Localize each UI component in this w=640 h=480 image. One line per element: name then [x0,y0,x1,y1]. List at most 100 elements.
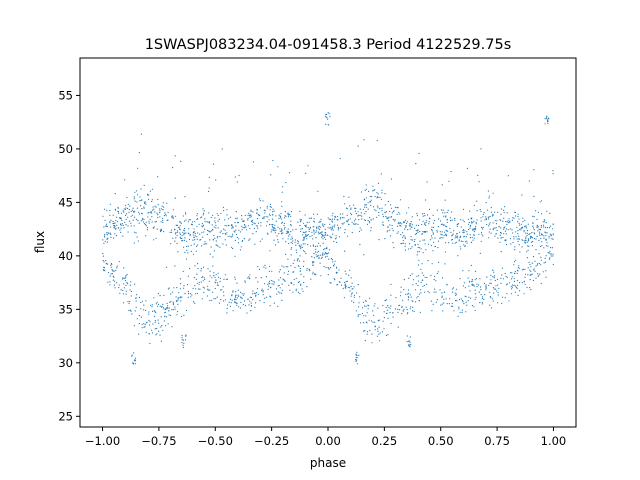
data-point [249,216,251,218]
data-point [187,290,189,293]
data-point [270,206,272,208]
data-point [133,198,135,200]
data-point [517,284,519,286]
data-point [135,297,137,299]
data-point [525,232,527,234]
data-point [350,285,352,287]
data-point [412,306,414,308]
data-point [478,181,480,183]
data-point [411,226,413,228]
data-point [541,213,543,215]
data-point [159,295,161,297]
data-point [480,220,482,222]
data-point [351,292,353,294]
data-point [124,208,126,210]
data-point [462,301,464,303]
data-point [508,300,510,302]
data-point [324,256,327,258]
data-point [532,256,535,258]
data-point [161,305,163,307]
data-point [330,226,332,228]
data-point [400,291,402,293]
data-point [526,230,529,232]
data-point [497,294,499,296]
data-point [287,238,289,240]
data-point [242,220,244,222]
data-point [302,265,304,267]
data-point [123,208,125,210]
data-point [409,336,411,338]
data-point [187,275,189,277]
data-point [526,257,529,259]
data-point [500,232,502,234]
data-point [208,212,210,214]
data-point [162,329,164,331]
data-point [414,227,416,229]
data-point [172,237,174,239]
data-point [464,295,466,297]
data-point [446,235,448,237]
data-point [310,217,312,219]
data-point [396,213,398,215]
data-point [194,235,196,237]
data-point [525,236,527,238]
data-point [112,221,114,223]
data-point [489,304,491,306]
data-point [275,215,277,217]
data-point [328,252,330,254]
data-point [339,213,341,215]
data-point [311,261,314,263]
data-point [295,249,297,251]
data-point [418,152,420,154]
data-point [456,233,458,235]
data-point [159,334,161,336]
data-point [403,221,405,224]
data-point [422,215,424,217]
data-point [166,302,168,305]
data-point [319,262,321,264]
data-point [309,226,311,228]
data-point [135,306,137,308]
data-point [514,272,516,274]
data-point [294,241,296,243]
data-point [179,278,181,280]
data-point [236,236,238,238]
data-point [116,282,118,284]
data-point [268,270,270,272]
data-point [279,269,281,271]
data-point [493,271,495,273]
data-point [356,292,358,294]
data-point [513,264,515,266]
data-point [208,280,210,282]
data-point [373,189,375,191]
data-point [269,295,271,297]
data-point [318,256,320,258]
data-point [229,298,232,300]
data-point [272,227,274,229]
data-point [320,226,322,228]
data-point [234,222,236,224]
data-point [334,224,336,226]
data-point [226,232,228,234]
data-point [104,270,106,272]
data-point [254,223,256,225]
data-point [283,228,286,230]
data-point [263,216,265,218]
data-point [441,234,443,236]
data-point [170,293,172,295]
data-point [305,233,307,236]
data-point [159,305,161,307]
data-point [549,225,552,227]
data-point [290,215,292,217]
data-point [364,305,366,307]
data-point [218,302,220,304]
data-point [196,213,198,215]
data-point [259,300,261,302]
data-point [449,227,451,230]
data-point [504,230,506,232]
data-point [473,228,476,230]
data-point [545,235,547,237]
data-point [244,226,246,228]
data-point [331,218,333,220]
data-point [174,228,176,230]
